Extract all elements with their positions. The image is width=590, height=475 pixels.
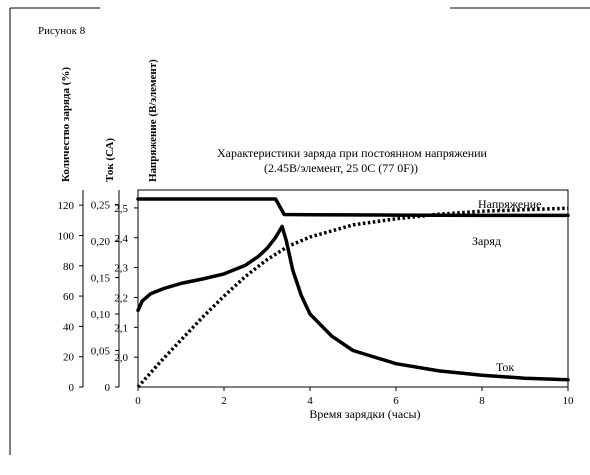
y-label-voltage: Напряжение (В/элемент) [147,59,159,182]
x-tick-label: 8 [479,395,485,407]
charge-tick-label: 100 [58,230,75,242]
x-tick-label: 2 [221,395,227,407]
x-tick-label: 6 [393,395,399,407]
series-label-voltage: Напряжение [478,197,541,211]
charge-tick-label: 80 [63,261,75,273]
x-axis: 0 2 4 6 8 10 [135,387,574,407]
y-label-charge: Количество заряда (%) [60,67,72,182]
charge-tick-label: 40 [63,321,75,333]
series-label-current: Ток [496,360,514,374]
voltage-tick-label: 2,4 [114,233,128,245]
x-tick-label: 0 [135,395,141,407]
figure-label: Рисунок 8 [38,25,86,37]
series-layer [136,197,570,389]
current-tick-label: 0 [105,382,111,394]
charge-tick-label: 20 [63,352,75,364]
y-axis-voltage: 2,0 2,1 2,2 2,3 2,4 2,5 [114,203,138,364]
voltage-tick-label: 2,2 [114,292,128,304]
charge-tick-label: 0 [69,382,75,394]
y-axis-charge: 0 20 40 60 80 100 120 [58,190,84,394]
x-tick-label: 10 [563,395,575,407]
y-label-current: Ток (СА) [104,138,116,182]
voltage-tick-label: 2,5 [114,203,128,215]
chart-subtitle: (2.45В/элемент, 25 0С (77 0F)) [264,161,418,175]
series-label-charge: Заряд [472,234,501,248]
x-tick-label: 4 [307,395,313,407]
charge-tick-label: 60 [63,291,75,303]
y-axis-current: 0 0,05 0,10 0,15 0,20 0,25 [91,190,120,394]
voltage-tick-label: 2,3 [114,263,128,275]
current-tick-label: 0,25 [91,200,111,212]
voltage-tick-label: 2,1 [114,322,128,334]
current-tick-label: 0,15 [91,273,111,285]
current-tick-label: 0,20 [91,236,111,248]
series-current-line [136,224,570,382]
x-axis-label: Время зарядки (часы) [309,407,420,421]
current-tick-label: 0,10 [91,309,111,321]
charge-tick-label: 120 [58,200,75,212]
current-tick-label: 0,05 [91,346,111,358]
chart-title: Характеристики заряда при постоянном нап… [217,146,488,160]
plot-area [137,189,569,388]
voltage-tick-label: 2,0 [114,352,128,364]
